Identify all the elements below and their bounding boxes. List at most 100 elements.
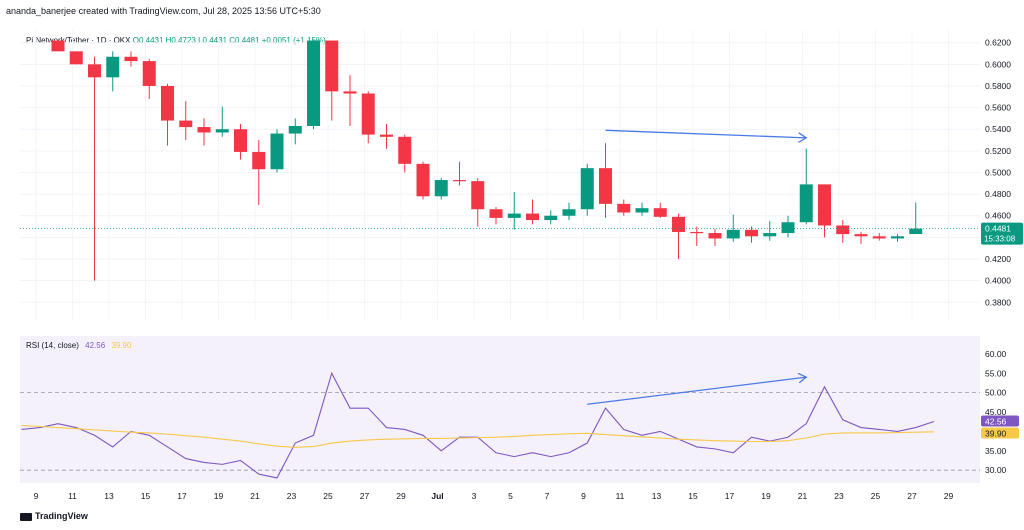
time-tick-label: 13 <box>104 491 114 501</box>
candle-body <box>361 93 375 135</box>
candle <box>179 101 193 141</box>
candle-body <box>106 56 120 78</box>
time-tick-label: 19 <box>214 491 224 501</box>
candle <box>653 202 667 218</box>
candle-body <box>672 216 685 232</box>
candle <box>161 83 174 146</box>
current-price-tag <box>981 222 1023 245</box>
time-tick-label: 11 <box>68 491 77 501</box>
candle-body <box>781 222 795 234</box>
candle-body <box>197 127 211 133</box>
rsi-trend-arrow <box>587 377 806 405</box>
price-tick-label: 0.6000 <box>985 59 1011 69</box>
candle-body <box>161 85 174 121</box>
candle <box>781 215 795 238</box>
time-tick-label: 13 <box>652 491 662 501</box>
time-tick-label: 23 <box>287 491 297 501</box>
current-price-countdown: 15:33:08 <box>984 235 1016 244</box>
price-grid <box>20 30 980 320</box>
time-tick-label: 9 <box>581 491 586 501</box>
candle <box>343 75 357 126</box>
candle <box>270 129 284 173</box>
price-tick-label: 0.3800 <box>985 297 1011 307</box>
candle <box>434 177 448 200</box>
price-axis: 0.6200 0.6000 0.5800 0.5600 0.5400 0.5200 0.50… <box>985 38 1011 308</box>
time-tick-label: 25 <box>323 491 333 501</box>
candle-body <box>343 91 357 94</box>
candle <box>544 210 558 225</box>
candle-body <box>307 40 320 126</box>
candle <box>599 143 612 218</box>
candle <box>124 51 138 67</box>
candle <box>617 199 631 216</box>
time-axis: 9 11 13 15 17 19 21 23 25 27 29 Jul 3 5 7 9 11 13 15 17 19 21… <box>34 491 954 501</box>
candle-body <box>872 236 886 239</box>
candle-body <box>179 120 193 128</box>
time-tick-label: 5 <box>508 491 513 501</box>
time-tick-label: 25 <box>871 491 881 501</box>
symbol-name[interactable]: Pi Network/Tether · 1D · OKX <box>26 36 131 45</box>
tradingview-brand[interactable]: TradingView <box>20 511 88 521</box>
candle <box>745 226 758 243</box>
rsi-grid <box>20 392 980 471</box>
candle-body <box>142 61 156 86</box>
time-tick-label: 23 <box>834 491 844 501</box>
rsi-legend-ma-value: 39.90 <box>111 341 132 350</box>
price-tick-label: 0.4800 <box>985 189 1011 199</box>
candle-body <box>599 168 612 204</box>
brand-label: TradingView <box>35 511 88 521</box>
ohlc-values: O0.4431 H0.4723 L0.4431 C0.4481 +0.0051 … <box>132 36 326 45</box>
time-tick-label: 19 <box>761 491 771 501</box>
candle <box>726 214 740 242</box>
candle <box>69 51 83 65</box>
candle <box>234 123 247 160</box>
candle-body <box>526 213 539 221</box>
candle <box>215 106 229 137</box>
rsi-legend-name[interactable]: RSI (14, close) <box>26 341 79 350</box>
rsi-tick-label: 60.00 <box>985 349 1007 359</box>
candle <box>635 202 649 216</box>
candle-body <box>635 208 649 213</box>
candle <box>526 199 539 225</box>
candle <box>380 123 393 149</box>
time-tick-label: 7 <box>545 491 550 501</box>
candle-body <box>124 56 138 62</box>
candle-body <box>252 151 266 170</box>
candle-body <box>909 228 923 235</box>
candle-body <box>708 233 722 239</box>
current-price-value: 0.4481 <box>985 224 1011 234</box>
rsi-ma-value-tag-text: 39.90 <box>985 428 1007 438</box>
candle <box>88 56 101 281</box>
candle <box>690 226 704 247</box>
candle <box>142 58 156 99</box>
candle <box>106 51 120 92</box>
rsi-pane-background <box>20 336 980 483</box>
author-caption: ananda_banerjee created with TradingView… <box>6 6 321 16</box>
candle-body <box>88 64 101 78</box>
time-tick-label: 15 <box>688 491 698 501</box>
candle-body <box>51 40 65 52</box>
candle-body <box>453 180 466 182</box>
rsi-ma-value-tag <box>981 427 1019 439</box>
candle-body <box>215 129 229 133</box>
candle-body <box>836 225 850 235</box>
rsi-value-tag-text: 42.56 <box>985 416 1007 426</box>
rsi-lines <box>21 371 935 479</box>
price-tick-label: 0.4600 <box>985 211 1011 221</box>
candle <box>51 40 65 52</box>
price-tick-label: 0.5200 <box>985 146 1011 156</box>
candle-body <box>380 134 393 137</box>
candle-body <box>818 184 831 226</box>
time-tick-label: 21 <box>250 491 260 501</box>
candle-body <box>580 168 594 210</box>
price-trend-arrow <box>605 129 807 138</box>
time-tick-label: 27 <box>907 491 917 501</box>
price-tick-label: 0.5000 <box>985 167 1011 177</box>
candle <box>307 40 320 130</box>
tradingview-logo-icon <box>20 512 32 521</box>
candle-body <box>398 136 412 164</box>
rsi-tick-label: 30.00 <box>985 465 1007 475</box>
